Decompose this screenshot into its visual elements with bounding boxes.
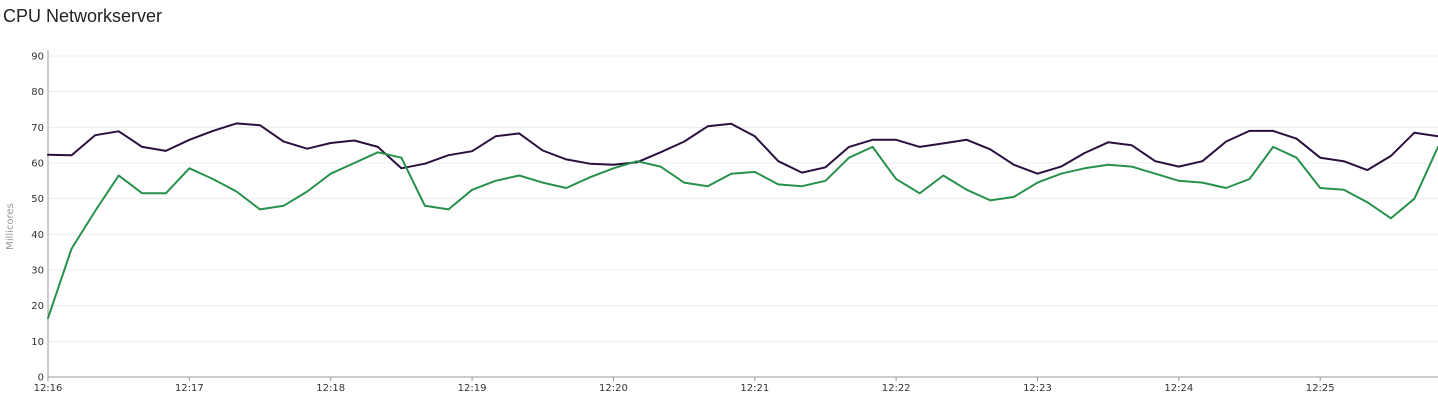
x-tick-label: 12:23 (1023, 383, 1052, 394)
y-tick-label: 90 (31, 52, 44, 63)
x-tick-label: 12:22 (882, 383, 911, 394)
y-tick-label: 60 (31, 159, 44, 170)
x-tick-label: 12:18 (316, 383, 345, 394)
x-tick-label: 12:19 (458, 383, 487, 394)
y-tick-label: 70 (31, 123, 44, 134)
x-tick-label: 12:24 (1164, 383, 1193, 394)
y-axis-title: Millicores (5, 203, 16, 250)
x-tick-label: 12:16 (34, 383, 63, 394)
y-tick-label: 30 (31, 266, 44, 277)
y-tick-label: 0 (38, 373, 44, 384)
x-tick-label: 12:17 (175, 383, 204, 394)
grid-lines (48, 55, 1438, 342)
y-tick-label: 80 (31, 87, 44, 98)
x-tick-label: 12:25 (1306, 383, 1335, 394)
y-tick-label: 50 (31, 194, 44, 205)
x-axis-ticks: 12:16 12:17 12:18 12:19 12:20 12:21 12:22 12:23… (34, 377, 1335, 394)
series-line-2 (47, 145, 1438, 320)
x-tick-label: 12:21 (740, 383, 769, 394)
chart-title: CPU Networkserver (3, 6, 163, 26)
y-tick-label: 20 (31, 301, 44, 312)
x-tick-label: 12:20 (599, 383, 628, 394)
y-tick-label: 40 (31, 230, 44, 241)
y-tick-label: 10 (31, 337, 44, 348)
series-line-1 (47, 122, 1438, 175)
y-axis-ticks: 0 10 20 30 40 50 60 70 80 90 (31, 52, 44, 384)
series-lines (47, 122, 1438, 320)
